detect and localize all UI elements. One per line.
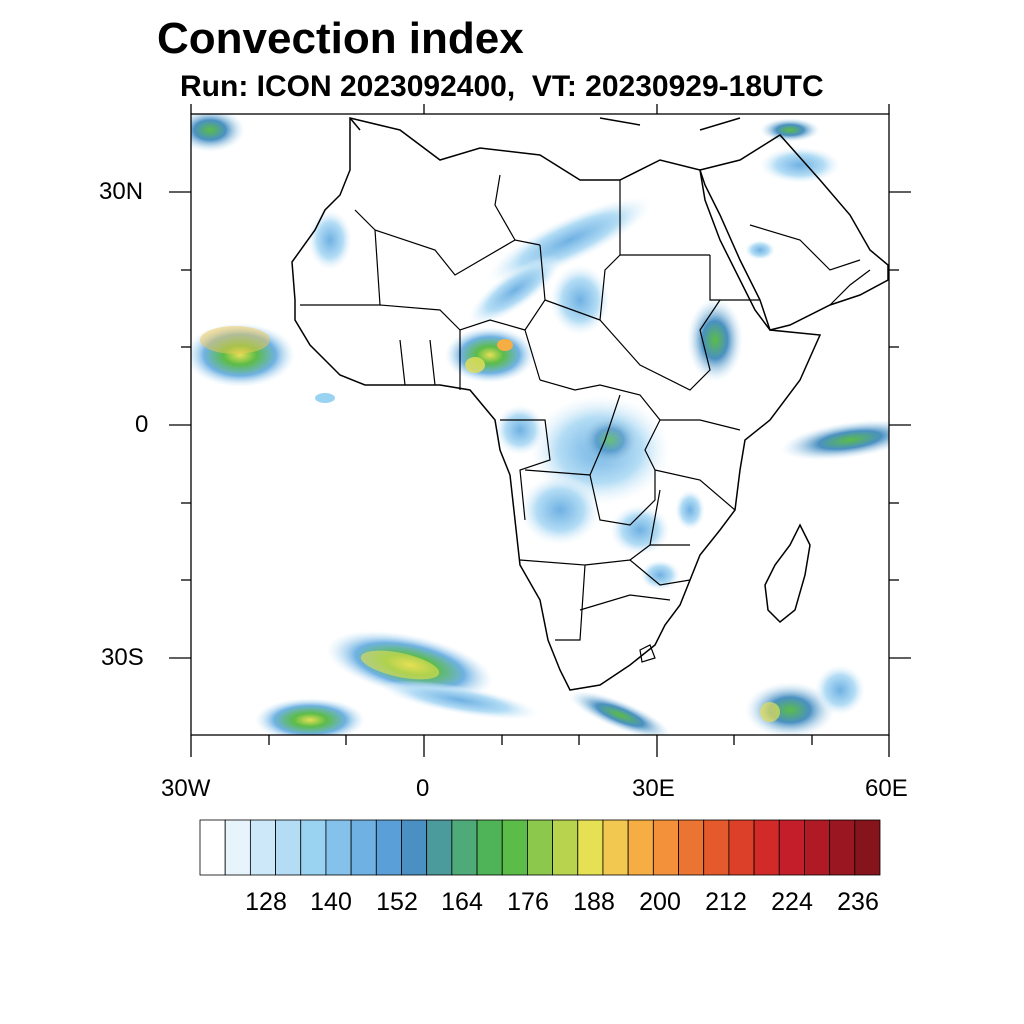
colorbar-label: 236 [837,888,879,916]
colorbar-box [300,819,327,876]
colorbar-label: 176 [507,888,549,916]
colorbar-label: 188 [573,888,615,916]
colorbar-box [627,819,654,876]
axis-ticks [169,104,911,757]
colorbar-box [804,819,831,876]
colorbar [199,819,881,876]
lon-label-0: 0 [416,775,430,802]
colorbar-box [224,819,251,876]
colorbar-box [753,819,780,876]
colorbar-box [501,819,528,876]
colorbar-box [678,819,705,876]
colorbar-box [728,819,755,876]
colorbar-box [426,819,453,876]
coastlines [291,117,889,691]
colorbar-label: 152 [376,888,418,916]
convection-field [191,114,889,735]
lon-label-30e: 30E [632,775,675,802]
colorbar-box [854,819,881,876]
colorbar-label: 140 [310,888,352,916]
colorbar-box [375,819,402,876]
colorbar-label: 200 [639,888,681,916]
colorbar-box [249,819,276,876]
colorbar-box [829,819,856,876]
country-borders [300,174,871,663]
plot-title: Convection index [157,14,524,63]
lon-label-60e: 60E [865,775,908,802]
colorbar-box [401,819,428,876]
colorbar-box [527,819,553,876]
colorbar-box [350,819,377,876]
colorbar-label: 128 [245,888,287,916]
lat-label-30n: 30N [99,178,144,205]
colorbar-box [275,819,302,876]
colorbar-box [703,819,730,876]
plot-subtitle: Run: ICON 2023092400, VT: 20230929-18UTC [180,70,824,103]
colorbar-box [199,819,226,876]
colorbar-box [552,819,579,876]
colorbar-box [476,819,503,876]
colorbar-box [602,819,629,876]
colorbar-box [577,819,604,876]
colorbar-label: 224 [771,888,813,916]
colorbar-box [325,819,352,876]
colorbar-label: 212 [705,888,747,916]
colorbar-box [778,819,805,876]
lat-label-0: 0 [135,411,149,438]
colorbar-label: 164 [441,888,483,916]
lon-label-30w: 30W [161,775,211,802]
colorbar-box [652,819,679,876]
lat-label-30s: 30S [101,644,144,671]
colorbar-box [451,819,478,876]
